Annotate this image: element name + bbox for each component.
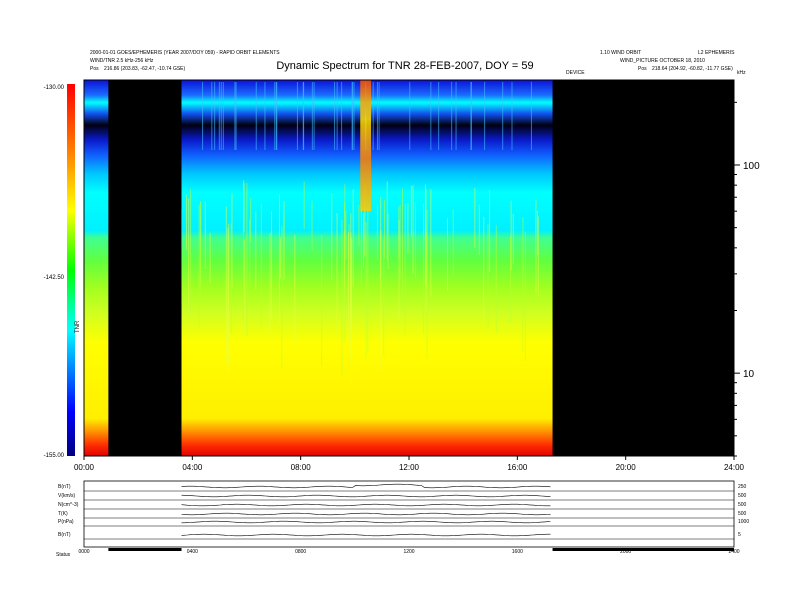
panel-bottom-tick: 0400: [187, 549, 198, 555]
header-right-pos: 218.64 (204.92, -60.82, -11.77 GSE): [652, 66, 733, 72]
panel-trace: [181, 483, 551, 489]
panel-trace: [181, 520, 551, 524]
panel-footer-label: Status: [56, 552, 71, 558]
header-right-line1: 1.10 WIND ORBIT: [600, 50, 641, 56]
header-right-line3: L2 EPHEMERIS: [698, 50, 735, 56]
panel-label: P(nPa): [58, 519, 74, 525]
colorbar: [67, 84, 75, 456]
panel-label: B(nT): [58, 484, 71, 490]
y-tick-label: 10: [743, 369, 755, 380]
panel-right-tick: 500: [738, 511, 747, 517]
panel-bottom-tick: 0000: [78, 549, 89, 555]
data-gap: [552, 80, 734, 456]
panel-label: V(km/s): [58, 493, 76, 499]
colorbar-tick-label: -130.00: [44, 85, 65, 91]
panel-trace: [181, 503, 551, 507]
panel-bottom-tick: 1600: [512, 549, 523, 555]
data-gaps: [108, 80, 734, 456]
colorbar-ticks: -130.00 -142.50 -155.00: [44, 85, 65, 459]
panel-bottom-tick: 1200: [403, 549, 414, 555]
chart-title: Dynamic Spectrum for TNR 28-FEB-2007, DO…: [276, 60, 533, 72]
panel-trace: [181, 494, 551, 498]
x-axis-ticks: 00:00 04:00 08:00 12:00 16:00 20:00 24:00: [74, 456, 745, 472]
x-tick-label: 00:00: [74, 463, 95, 472]
panel-right-tick: 5: [738, 532, 741, 538]
header-left-pos: 216.86 (203.83, -62.47, -10.74 GSE): [104, 66, 185, 72]
panel-right-tick: 500: [738, 502, 747, 508]
y-axis-ticks: 100 10: [734, 101, 760, 457]
x-tick-label: 12:00: [399, 463, 420, 472]
spectrogram-streaks: [181, 82, 539, 385]
data-gap: [108, 80, 182, 456]
x-tick-label: 16:00: [507, 463, 528, 472]
y-unit-label: kHz: [737, 70, 746, 76]
panels-frame: [83, 480, 735, 548]
panel-right-tick: 250: [738, 484, 747, 490]
status-gap-bar: [552, 548, 734, 551]
header-left-line2: WIND/TNR 2.5 kHz-256 kHz: [90, 58, 154, 64]
header-right-line2: WIND_PICTURE OCTOBER 18, 2010: [620, 58, 705, 64]
x-tick-label: 08:00: [291, 463, 312, 472]
spectrogram-plot: [83, 79, 735, 457]
x-tick-label: 20:00: [616, 463, 637, 472]
panel-trace: [181, 533, 551, 537]
panel-label: N(cm^-3): [58, 502, 79, 508]
device-label: DEVICE: [566, 70, 585, 76]
colorbar-label: TNR: [75, 320, 81, 333]
panel-right-tick: 500: [738, 493, 747, 499]
colorbar-tick-label: -155.00: [44, 453, 65, 459]
x-tick-label: 24:00: [724, 463, 745, 472]
panel-label: B(nT): [58, 532, 71, 538]
header-left-pos-label: Pos: [90, 66, 99, 72]
panel-bottom-tick: 0800: [295, 549, 306, 555]
panel-bottom-tick: 2400: [728, 549, 739, 555]
solar-wind-panels: B(nT) 250 V(km/s) 500 N(cm^-3) 500 T(K) 500 P(nP…: [56, 480, 749, 558]
status-gap-bar: [108, 548, 182, 551]
y-tick-label: 100: [743, 161, 760, 172]
panel-bottom-tick: 2000: [620, 549, 631, 555]
x-tick-label: 04:00: [182, 463, 203, 472]
panel-right-tick: 1000: [738, 519, 749, 525]
panel-label: T(K): [58, 511, 68, 517]
panel-trace: [181, 512, 551, 516]
header-left-line1: 2000-01-01 GOES/EPHEMERIS (YEAR 2007/DOY…: [90, 50, 280, 56]
header-right-pos-label: Pos: [638, 66, 647, 72]
radio-burst: [360, 80, 372, 212]
colorbar-tick-label: -142.50: [44, 275, 65, 281]
